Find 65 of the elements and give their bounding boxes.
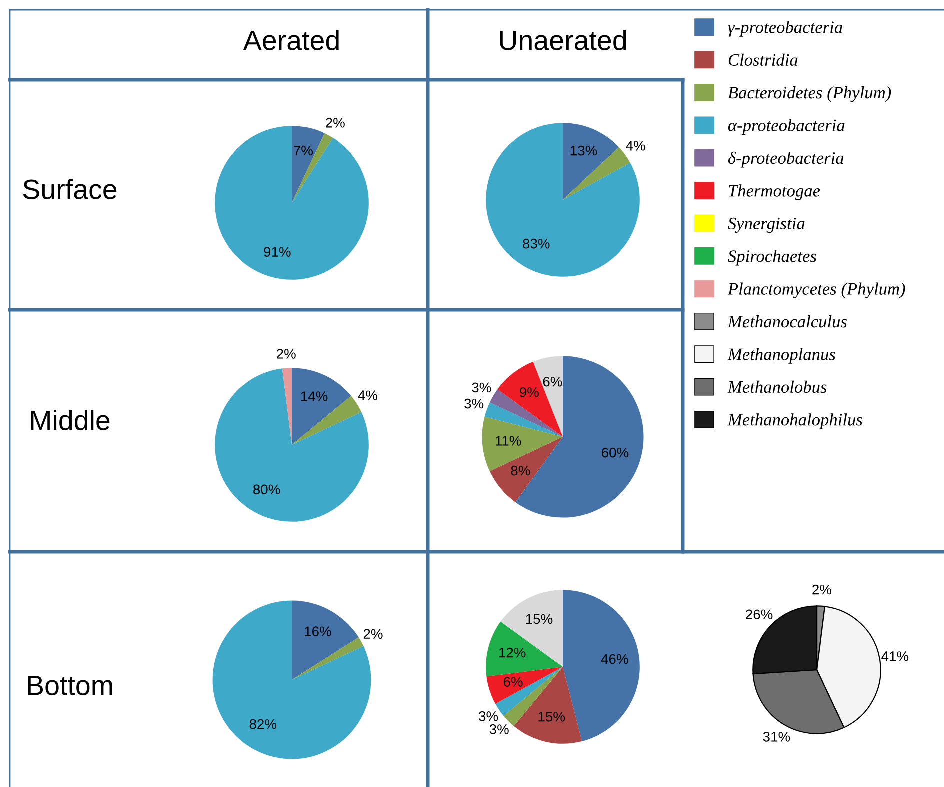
data-label: 14% [301,392,328,402]
legend-label: Planctomycetes (Phylum) [728,282,906,299]
pie-slice [498,362,563,437]
text: Bottom [28,676,112,696]
data-label: 80% [254,484,280,495]
data-label: 2% [364,629,383,640]
data-label: 31% [763,732,790,742]
legend-label: Methanocalculus [728,315,847,328]
legend-label: Methanolobus [728,380,827,394]
pie-slice [490,390,563,437]
pie-slice [215,126,369,280]
data-label: 60% [602,448,629,458]
data-label: 4% [626,141,646,151]
data-label: 4% [358,390,378,400]
pie-slice [486,667,563,704]
data-label: 9% [520,387,539,398]
data-label: 26% [746,610,773,620]
data-label: 82% [250,719,277,730]
data-label: 2% [812,584,832,595]
legend-label: Clostridia [728,54,798,66]
data-label: 3% [479,711,498,722]
data-label: 12% [499,648,526,658]
pie-slice [292,126,325,203]
pie-slice [563,590,640,742]
data-label: 6% [504,677,523,687]
pie-slice [504,667,563,726]
data-label: 6% [543,376,562,387]
data-label: 46% [601,654,628,664]
pie-slice [500,590,563,667]
legend-label: γ-proteobacteria [728,21,842,37]
data-label: 83% [523,238,550,249]
data-label: 7% [294,146,313,156]
data-label: 11% [496,436,522,446]
legend-label: Thermotogae [729,184,820,200]
data-label: 16% [305,626,332,637]
data-label: 41% [882,652,909,662]
legend-label: α-proteobacteria [728,119,845,135]
text: Surface [23,179,117,200]
data-label: 3% [490,724,509,734]
data-label: 2% [277,349,296,359]
text: Middle [31,410,110,430]
legend-label: δ-proteobacteria [728,152,844,168]
data-label: 3% [464,398,484,409]
pie-slice [490,437,563,502]
text: Aerated [243,30,339,50]
data-label: 13% [570,146,598,156]
legend-label: Methanohalophilus [728,414,862,430]
pie-slice [292,133,334,203]
legend-label: Synergistia [728,218,805,234]
data-label: 15% [526,614,553,624]
pie-slice [292,638,364,680]
data-label: 2% [326,118,345,128]
data-label: 15% [538,712,565,722]
legend-label: Methanoplanus [728,348,836,364]
pie-slice [484,402,563,437]
pie-slice [563,123,620,200]
legend-label: Spirochaetes [728,250,816,266]
text: Unaerated [500,30,626,50]
pie-slice [292,368,352,445]
data-label: 8% [511,466,530,476]
legend-label: Bacteroidetes (Phylum) [728,86,892,102]
pie-slice [282,368,292,445]
data-label: 3% [472,382,492,393]
pie-slice [292,600,359,680]
data-label: 91% [264,247,291,257]
